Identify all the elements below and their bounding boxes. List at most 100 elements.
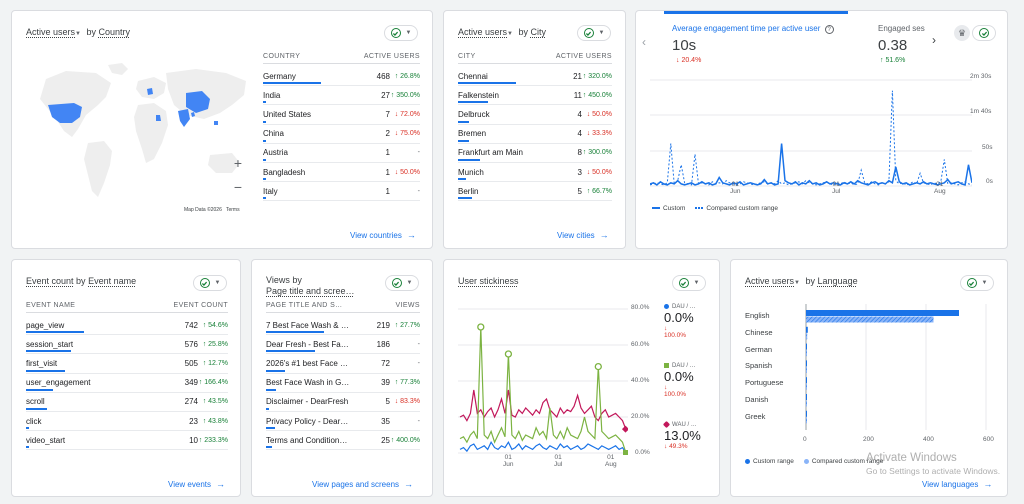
view-languages-link[interactable]: View languages → [922, 479, 993, 489]
comparison-pill[interactable]: ▼ [193, 275, 227, 291]
bar-compared-range[interactable] [806, 350, 807, 357]
table-row[interactable]: Bangladesh 1 ↓ 50.0% [263, 163, 420, 183]
category-label: Portuguese [745, 378, 784, 388]
bar-compared-range[interactable] [806, 366, 807, 373]
row-bar [26, 369, 66, 372]
table-row[interactable]: first_visit 505 ↑ 12.7% [26, 354, 228, 374]
bar-custom-range[interactable] [806, 326, 808, 333]
bar-compared-range[interactable] [806, 417, 807, 424]
table-row[interactable]: Terms and Condition… 25 ↑ 400.0% [266, 431, 420, 451]
comparison-pill[interactable]: ▼ [960, 275, 994, 291]
table-row[interactable]: Munich 3 ↓ 50.0% [458, 163, 612, 183]
metric-avg-engagement-label[interactable]: Average engagement time per active user … [672, 24, 834, 34]
peak-marker[interactable] [504, 350, 513, 358]
table-row[interactable]: Best Face Wash in G… 39 ↑ 77.3% [266, 374, 420, 393]
bar-custom-range[interactable] [806, 377, 807, 384]
map-zoom-in-button[interactable]: + [233, 155, 243, 171]
next-metric-button[interactable]: › [932, 33, 936, 47]
bar-custom-range[interactable] [806, 360, 807, 367]
table-row[interactable]: user_engagement 349 ↑ 166.4% [26, 374, 228, 393]
metric-engaged-sessions-change: ↑ 51.6% [880, 57, 906, 64]
world-map[interactable] [26, 59, 256, 209]
row-value: 219 [376, 320, 390, 330]
bar-custom-range[interactable] [806, 394, 807, 400]
table-row[interactable]: China 2 ↓ 75.0% [263, 125, 420, 144]
bar-compared-range[interactable] [806, 383, 807, 390]
table-row[interactable]: Austria 1 - [263, 144, 420, 163]
table-row[interactable]: 2026's #1 best Face … 72 - [266, 354, 420, 374]
series-dau-mau[interactable]: DAU / … 0.0% ↓ 100.0% [664, 363, 696, 399]
table-row[interactable]: Disclaimer - DearFresh 5 ↓ 83.3% [266, 393, 420, 412]
map-zoom-out-button[interactable]: − [233, 179, 243, 195]
table-row[interactable]: session_start 576 ↑ 25.8% [26, 335, 228, 355]
table-row[interactable]: Italy 1 - [263, 182, 420, 202]
series-dau-wau[interactable]: DAU / … 0.0% ↓ 100.0% [664, 304, 696, 340]
metric-engaged-sessions-label[interactable]: Engaged ses [878, 24, 925, 33]
view-cities-link[interactable]: View cities → [557, 230, 609, 240]
row-value: 5 [385, 397, 390, 407]
table-row[interactable]: Frankfurt am Main 8 ↑ 300.0% [458, 144, 612, 163]
card-title[interactable]: User stickiness [458, 276, 519, 286]
table-header: PAGE TITLE AND S… VIEWS [266, 302, 420, 313]
view-events-link[interactable]: View events → [168, 479, 225, 489]
legend-custom-range: Custom range [745, 458, 794, 465]
row-value: 11 [573, 90, 582, 100]
row-label: United States [263, 109, 312, 119]
row-value: 10 [189, 435, 198, 445]
table-row[interactable]: Bremen 4 ↓ 33.3% [458, 125, 612, 144]
row-value: 468 [376, 71, 390, 81]
row-bar [266, 350, 316, 353]
bar-custom-range[interactable] [806, 343, 807, 350]
check-icon [390, 28, 401, 38]
peak-marker[interactable] [477, 323, 485, 331]
row-label: Delbruck [458, 109, 490, 119]
bar-custom-range[interactable] [806, 410, 807, 417]
comparison-pill[interactable] [972, 25, 996, 41]
card-title[interactable]: Active users▼ by City [458, 27, 547, 37]
table-row[interactable]: Falkenstein 11 ↑ 450.0% [458, 86, 612, 106]
comparison-pill[interactable]: ▼ [672, 275, 706, 291]
card-title[interactable]: Event count by Event name [26, 276, 137, 286]
table-row[interactable]: 7 Best Face Wash & … 219 ↑ 27.7% [266, 316, 420, 336]
row-bar [263, 120, 266, 123]
row-label: Privacy Policy - Dear… [266, 416, 349, 426]
card-title[interactable]: Active users▼ by Country [26, 27, 131, 37]
table-row[interactable]: scroll 274 ↑ 43.5% [26, 393, 228, 412]
series-wau-mau[interactable]: WAU / … 13.0% ↓ 49.3% [662, 420, 701, 451]
comparison-pill[interactable]: ▼ [577, 25, 611, 41]
x-tick: 400 [923, 436, 934, 443]
map-terms-link[interactable]: Terms [225, 207, 240, 213]
bar-custom-range[interactable] [806, 310, 959, 316]
city-card: Active users▼ by City ▼ CITY ACTIVE USER… [443, 10, 626, 249]
language-card: Active users▼ by Language ▼ English Chine… [730, 259, 1008, 497]
card-title[interactable]: Views by Page title and scree… [266, 275, 355, 296]
arrow-right-icon: → [983, 479, 993, 489]
table-row[interactable]: Delbruck 4 ↓ 50.0% [458, 105, 612, 125]
view-pages-link[interactable]: View pages and screens → [312, 479, 414, 489]
table-row[interactable]: Berlin 5 ↑ 66.7% [458, 182, 612, 202]
x-tick: 01 Jul [554, 454, 563, 468]
card-title[interactable]: Active users▼ by Language [745, 276, 858, 286]
table-row[interactable]: video_start 10 ↑ 233.3% [26, 431, 228, 451]
bar-compared-range[interactable] [806, 333, 808, 340]
table-row[interactable]: click 23 ↑ 43.8% [26, 412, 228, 432]
comparison-pill[interactable]: ▼ [384, 25, 418, 41]
table-row[interactable]: Dear Fresh - Best Fa… 186 - [266, 335, 420, 355]
row-change: ↑ 450.0% [582, 91, 612, 99]
table-row[interactable]: Germany 468 ↑ 26.8% [263, 67, 420, 87]
table-row[interactable]: page_view 742 ↑ 54.6% [26, 316, 228, 336]
bar-compared-range[interactable] [806, 316, 934, 323]
bar-compared-range[interactable] [806, 400, 807, 407]
table-row[interactable]: United States 7 ↓ 72.0% [263, 105, 420, 125]
prev-metric-button[interactable]: ‹ [642, 35, 646, 49]
view-countries-link[interactable]: View countries → [350, 230, 416, 240]
help-icon[interactable]: ? [824, 25, 834, 34]
table-row[interactable]: Chennai 21 ↑ 320.0% [458, 67, 612, 87]
insights-icon[interactable]: ♛ [954, 25, 970, 41]
table-row[interactable]: India 27 ↑ 350.0% [263, 86, 420, 106]
dau-mau-series-line [459, 326, 627, 454]
table-row[interactable]: Privacy Policy - Dear… 35 - [266, 412, 420, 432]
row-label: 2026's #1 best Face … [266, 358, 349, 368]
comparison-pill[interactable]: ▼ [385, 275, 419, 291]
peak-marker[interactable] [594, 362, 602, 371]
